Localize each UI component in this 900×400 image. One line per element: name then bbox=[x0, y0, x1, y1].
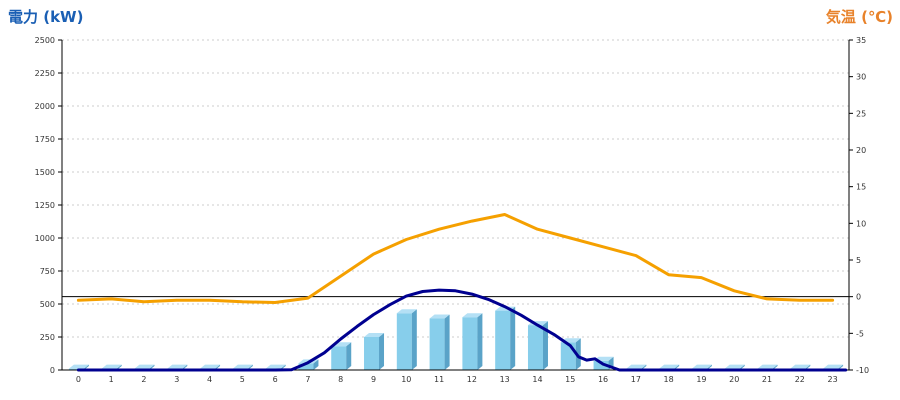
power-bar bbox=[527, 321, 548, 370]
bar-top bbox=[790, 364, 811, 369]
bar-front bbox=[298, 363, 314, 370]
x-tick-label: 20 bbox=[729, 375, 739, 384]
right-tick-label: 15 bbox=[856, 183, 866, 192]
left-tick-label: 1250 bbox=[35, 201, 55, 210]
bar-top bbox=[691, 364, 712, 369]
right-tick-label: 25 bbox=[856, 109, 866, 118]
tick-labels: 02505007501000125015001750200022502500-1… bbox=[35, 36, 869, 384]
bar-top bbox=[232, 364, 253, 369]
power-bars bbox=[68, 306, 844, 370]
x-tick-label: 21 bbox=[762, 375, 772, 384]
right-tick-label: 0 bbox=[856, 293, 861, 302]
bar-front bbox=[462, 317, 478, 370]
power-bar bbox=[495, 306, 516, 370]
power-line bbox=[76, 288, 848, 372]
bar-front bbox=[593, 360, 609, 370]
left-tick-label: 2250 bbox=[35, 69, 55, 78]
bar-top bbox=[659, 364, 680, 369]
power-bar bbox=[462, 313, 483, 370]
x-tick-label: 4 bbox=[207, 375, 212, 384]
left-axis-title: 電力 (kW) bbox=[8, 8, 83, 26]
left-tick-label: 1500 bbox=[35, 168, 55, 177]
power-bar bbox=[331, 342, 352, 370]
bar-side bbox=[411, 309, 417, 370]
power-bar bbox=[429, 314, 450, 370]
bar-top bbox=[167, 364, 188, 369]
bar-front bbox=[396, 313, 412, 370]
right-tick-label: 10 bbox=[856, 219, 866, 228]
x-tick-label: 13 bbox=[500, 375, 510, 384]
power-bar bbox=[364, 333, 385, 370]
bar-front bbox=[364, 337, 380, 370]
x-tick-label: 23 bbox=[828, 375, 838, 384]
power-bar bbox=[396, 309, 417, 370]
bar-top bbox=[757, 364, 778, 369]
right-tick-label: 35 bbox=[856, 36, 866, 45]
x-tick-label: 1 bbox=[109, 375, 114, 384]
bar-top bbox=[101, 364, 122, 369]
left-tick-label: 250 bbox=[40, 333, 55, 342]
x-tick-label: 2 bbox=[141, 375, 146, 384]
bar-top bbox=[626, 364, 647, 369]
bar-front bbox=[527, 325, 543, 370]
bar-front bbox=[560, 342, 576, 370]
x-tick-label: 14 bbox=[532, 375, 542, 384]
bar-top bbox=[396, 309, 417, 314]
temperature-line bbox=[76, 213, 835, 304]
x-tick-label: 16 bbox=[598, 375, 608, 384]
x-tick-label: 9 bbox=[371, 375, 376, 384]
x-tick-label: 7 bbox=[305, 375, 310, 384]
bar-top bbox=[823, 364, 844, 369]
x-tick-label: 15 bbox=[565, 375, 575, 384]
bar-front bbox=[68, 368, 84, 370]
x-tick-label: 12 bbox=[467, 375, 477, 384]
bar-side bbox=[542, 321, 548, 370]
x-tick-label: 5 bbox=[240, 375, 245, 384]
bar-top bbox=[68, 364, 89, 369]
left-tick-label: 2000 bbox=[35, 102, 55, 111]
bar-side bbox=[510, 306, 516, 370]
right-tick-label: 5 bbox=[856, 256, 861, 265]
x-tick-label: 19 bbox=[696, 375, 706, 384]
bar-front bbox=[429, 318, 445, 370]
x-tick-label: 18 bbox=[664, 375, 674, 384]
x-tick-label: 8 bbox=[338, 375, 343, 384]
bar-side bbox=[313, 359, 319, 370]
left-tick-label: 0 bbox=[50, 366, 55, 375]
right-tick-label: 30 bbox=[856, 73, 866, 82]
bar-side bbox=[477, 313, 483, 370]
bar-top bbox=[134, 364, 155, 369]
bar-side bbox=[444, 314, 450, 370]
bar-top bbox=[724, 364, 745, 369]
x-tick-label: 17 bbox=[631, 375, 641, 384]
x-tick-label: 10 bbox=[401, 375, 411, 384]
left-tick-label: 2500 bbox=[35, 36, 55, 45]
gridlines bbox=[62, 39, 849, 338]
right-tick-label: -5 bbox=[856, 329, 864, 338]
left-tick-label: 750 bbox=[40, 267, 55, 276]
bar-top bbox=[462, 313, 483, 318]
series-lines bbox=[76, 213, 848, 372]
bar-top bbox=[200, 364, 221, 369]
left-tick-label: 1000 bbox=[35, 234, 55, 243]
x-tick-label: 11 bbox=[434, 375, 444, 384]
left-tick-label: 500 bbox=[40, 300, 55, 309]
bar-top bbox=[364, 333, 385, 337]
x-tick-label: 6 bbox=[273, 375, 278, 384]
bar-front bbox=[331, 346, 347, 370]
x-tick-label: 0 bbox=[76, 375, 81, 384]
bar-top bbox=[265, 364, 286, 369]
bar-top bbox=[429, 314, 450, 319]
x-tick-label: 22 bbox=[795, 375, 805, 384]
right-tick-label: 20 bbox=[856, 146, 866, 155]
right-tick-label: -10 bbox=[856, 366, 869, 375]
bar-front bbox=[495, 310, 511, 370]
right-axis-title: 気温 (℃) bbox=[826, 8, 893, 26]
left-tick-label: 1750 bbox=[35, 135, 55, 144]
x-tick-label: 3 bbox=[174, 375, 179, 384]
bar-side bbox=[379, 333, 385, 370]
bar-side bbox=[346, 342, 352, 370]
